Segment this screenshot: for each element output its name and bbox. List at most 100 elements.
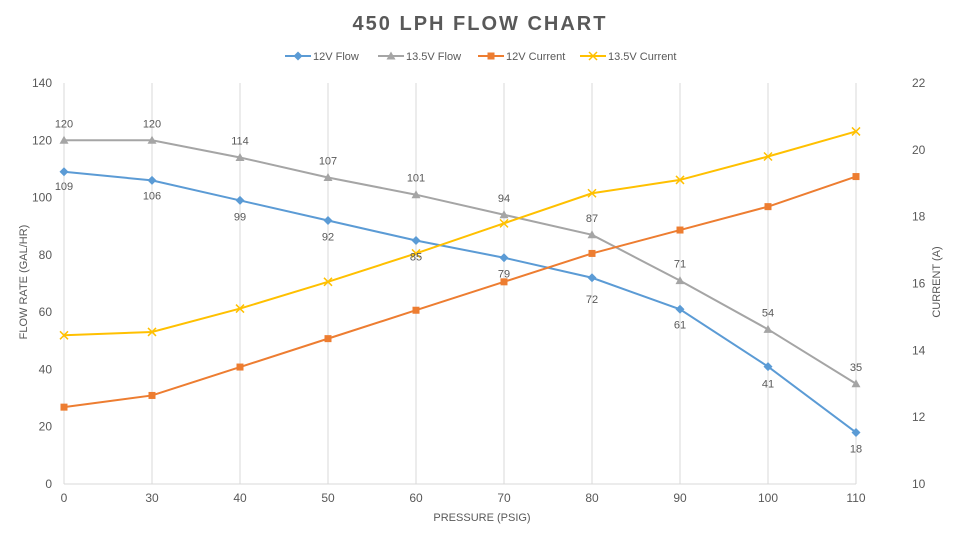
- y2-tick-label: 22: [912, 76, 926, 90]
- data-point: [412, 306, 420, 314]
- axes: 0 30 40 50 60 70 80 90 100 110 0 20 40 60 80 100 120 140 1…: [32, 76, 926, 505]
- data-point: [147, 175, 157, 185]
- legend-item-12v-flow: 12V Flow: [285, 51, 359, 63]
- data-label: 120: [55, 118, 73, 130]
- legend-label: 12V Flow: [313, 51, 359, 63]
- series-12v-flow: [59, 167, 861, 437]
- data-point: [147, 327, 157, 337]
- series-line: [63, 170, 857, 434]
- legend-item-135v-flow: 13.5V Flow: [378, 51, 461, 63]
- series-line: [63, 130, 857, 337]
- x-axis-title: PRESSURE (PSIG): [433, 512, 530, 524]
- data-label: 99: [234, 211, 246, 223]
- data-point: [764, 203, 772, 211]
- series-135v-current: [59, 126, 861, 340]
- y2-tick-label: 20: [912, 143, 926, 157]
- x-tick-label: 50: [321, 491, 335, 505]
- legend-marker: [487, 52, 495, 60]
- data-point: [500, 278, 508, 286]
- data-point: [763, 362, 773, 372]
- legend-marker: [588, 51, 598, 61]
- y2-axis-title: CURRENT (A): [931, 246, 943, 317]
- data-label: 41: [762, 379, 774, 391]
- x-tick-label: 30: [145, 491, 159, 505]
- x-tick-label: 60: [409, 491, 423, 505]
- data-point: [59, 330, 69, 340]
- y-tick-label: 120: [32, 133, 52, 147]
- y-tick-label: 60: [39, 305, 53, 319]
- y2-tick-label: 12: [912, 410, 926, 424]
- data-label: 94: [498, 193, 510, 205]
- y-tick-label: 140: [32, 76, 52, 90]
- legend-label: 13.5V Current: [608, 51, 676, 63]
- y-tick-label: 80: [39, 248, 53, 262]
- data-point: [147, 135, 157, 144]
- legend-marker: [386, 51, 396, 60]
- data-label: 120: [143, 118, 161, 130]
- data-point: [851, 379, 861, 388]
- data-point: [236, 363, 244, 371]
- data-label: 18: [850, 443, 862, 455]
- data-point: [323, 277, 333, 287]
- legend-label: 13.5V Flow: [406, 51, 461, 63]
- data-point: [411, 190, 421, 199]
- x-tick-label: 100: [758, 491, 778, 505]
- chart-title: 450 LPH FLOW CHART: [353, 13, 608, 35]
- series-135v-flow: [59, 135, 861, 388]
- data-label: 92: [322, 231, 334, 243]
- data-label: 35: [850, 362, 862, 374]
- legend-label: 12V Current: [506, 51, 565, 63]
- data-point: [675, 304, 685, 314]
- data-point: [59, 135, 69, 144]
- data-point: [235, 152, 245, 161]
- data-label: 114: [231, 135, 249, 147]
- data-labels: 109 106 99 92 85 79 72 61 41 18 120 120 114 107 101 94 8…: [55, 118, 862, 455]
- data-point: [587, 273, 597, 283]
- data-label: 61: [674, 319, 686, 331]
- y2-tick-label: 14: [912, 343, 926, 357]
- y-tick-label: 40: [39, 362, 53, 376]
- data-point: [763, 151, 773, 162]
- data-label: 85: [410, 252, 422, 264]
- series-line: [63, 175, 857, 409]
- y-tick-label: 20: [39, 420, 53, 434]
- data-point: [499, 218, 509, 228]
- data-point: [148, 391, 156, 399]
- data-point: [851, 427, 861, 437]
- data-label: 101: [407, 173, 425, 185]
- data-point: [763, 324, 773, 333]
- data-point: [675, 175, 685, 185]
- series-line: [64, 139, 857, 385]
- data-point: [588, 249, 596, 257]
- legend-marker: [293, 51, 303, 61]
- data-point: [587, 188, 597, 198]
- x-tick-label: 70: [497, 491, 511, 505]
- data-point: [411, 248, 421, 258]
- data-point: [851, 126, 861, 136]
- x-tick-label: 80: [585, 491, 599, 505]
- x-tick-label: 40: [233, 491, 247, 505]
- data-point: [499, 253, 509, 263]
- data-point: [235, 195, 245, 205]
- series-layer: [59, 126, 861, 437]
- y2-tick-label: 16: [912, 277, 926, 291]
- y-tick-label: 100: [32, 191, 52, 205]
- data-point: [587, 230, 597, 239]
- y-tick-label: 0: [45, 477, 52, 491]
- data-point: [675, 276, 685, 285]
- legend-item-12v-current: 12V Current: [478, 51, 565, 63]
- data-point: [324, 335, 332, 343]
- data-point: [59, 167, 69, 177]
- data-point: [852, 173, 860, 181]
- series-12v-current: [60, 173, 860, 411]
- y2-tick-label: 10: [912, 477, 926, 491]
- data-point: [676, 226, 684, 234]
- legend-item-135v-current: 13.5V Current: [580, 51, 676, 63]
- data-label: 54: [762, 307, 774, 319]
- y2-tick-label: 18: [912, 210, 926, 224]
- data-label: 72: [586, 294, 598, 306]
- data-label: 87: [586, 213, 598, 225]
- data-point: [323, 215, 333, 225]
